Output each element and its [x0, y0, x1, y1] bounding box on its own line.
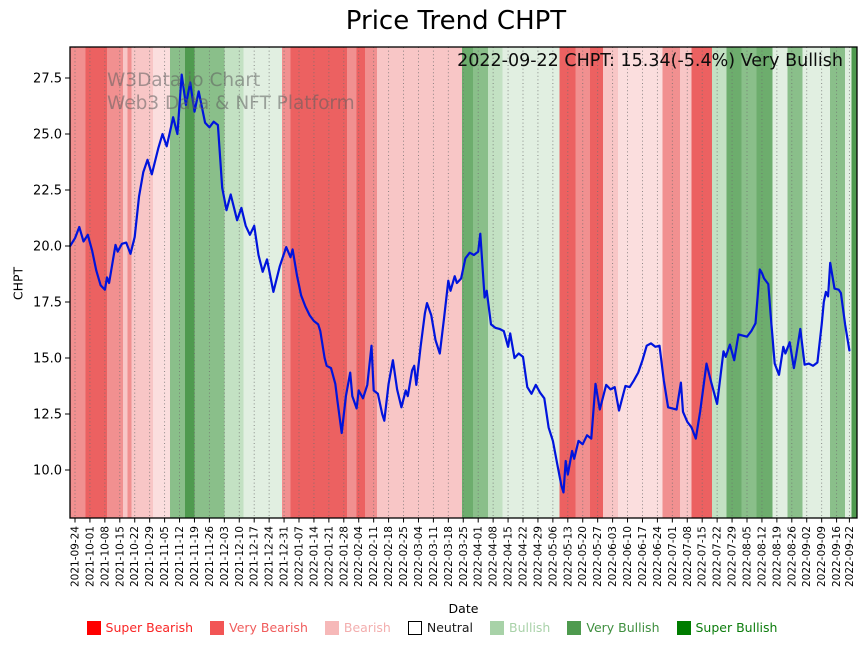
svg-text:2022-07-15: 2022-07-15	[697, 526, 709, 587]
legend-item-very-bearish: Very Bearish	[210, 620, 308, 635]
legend-label: Neutral	[426, 620, 473, 635]
svg-text:2022-04-01: 2022-04-01	[473, 526, 485, 587]
svg-text:17.5: 17.5	[33, 296, 62, 311]
svg-text:2022-02-18: 2022-02-18	[383, 526, 395, 587]
svg-text:2021-12-17: 2021-12-17	[249, 526, 261, 587]
svg-text:2022-09-02: 2022-09-02	[801, 526, 813, 587]
svg-text:2022-08-26: 2022-08-26	[786, 526, 798, 587]
legend-label: Very Bearish	[229, 620, 308, 635]
svg-text:2022-03-11: 2022-03-11	[428, 526, 440, 587]
svg-text:2022-08-12: 2022-08-12	[756, 526, 768, 587]
svg-text:2021-10-08: 2021-10-08	[99, 526, 111, 587]
svg-text:2022-06-17: 2022-06-17	[637, 526, 649, 587]
svg-text:2022-01-07: 2022-01-07	[293, 526, 305, 587]
svg-text:2021-12-10: 2021-12-10	[234, 526, 246, 587]
neutral-swatch-icon	[407, 620, 422, 635]
svg-text:15.0: 15.0	[33, 352, 62, 367]
legend-label: Bullish	[509, 620, 551, 635]
page-title: Price Trend CHPT	[345, 6, 567, 36]
svg-text:2022-09-09: 2022-09-09	[816, 526, 828, 587]
svg-text:2021-10-29: 2021-10-29	[144, 526, 156, 587]
svg-text:25.0: 25.0	[33, 128, 62, 143]
svg-text:2022-05-27: 2022-05-27	[592, 526, 604, 587]
svg-text:2022-04-15: 2022-04-15	[503, 526, 515, 587]
svg-text:2022-06-24: 2022-06-24	[652, 526, 664, 587]
svg-text:2022-03-18: 2022-03-18	[443, 526, 455, 587]
latest-value-annotation: 2022-09-22 CHPT: 15.34(-5.4%) Very Bulli…	[457, 51, 843, 71]
svg-text:2022-02-25: 2022-02-25	[398, 526, 410, 587]
svg-text:2021-12-03: 2021-12-03	[219, 526, 231, 587]
svg-text:10.0: 10.0	[33, 464, 62, 479]
svg-text:2022-05-13: 2022-05-13	[562, 526, 574, 587]
svg-text:2022-03-25: 2022-03-25	[458, 526, 470, 587]
sentiment-legend: Super Bearish Very Bearish Bearish Neutr…	[0, 620, 864, 635]
svg-text:2022-07-22: 2022-07-22	[712, 526, 724, 587]
svg-text:2022-01-28: 2022-01-28	[338, 526, 350, 587]
svg-text:2021-10-15: 2021-10-15	[114, 526, 126, 587]
bearish-swatch-icon	[324, 620, 339, 635]
y-axis-label: CHPT	[10, 266, 26, 301]
legend-item-very-bullish: Very Bullish	[567, 620, 660, 635]
svg-text:2022-07-08: 2022-07-08	[682, 526, 694, 587]
svg-text:22.5: 22.5	[33, 184, 62, 199]
svg-text:2022-04-08: 2022-04-08	[488, 526, 500, 587]
svg-text:2022-07-01: 2022-07-01	[667, 526, 679, 587]
svg-text:2022-01-14: 2022-01-14	[308, 526, 320, 587]
svg-text:2021-10-22: 2021-10-22	[129, 526, 141, 587]
svg-text:2021-11-26: 2021-11-26	[204, 526, 216, 587]
legend-item-bullish: Bullish	[490, 620, 550, 635]
svg-text:2022-06-03: 2022-06-03	[607, 526, 619, 587]
super-bullish-swatch-icon	[676, 620, 691, 635]
legend-label: Bearish	[343, 620, 391, 635]
svg-text:12.5: 12.5	[33, 408, 62, 423]
svg-text:2022-01-21: 2022-01-21	[323, 526, 335, 587]
legend-item-super-bearish: Super Bearish	[86, 620, 194, 635]
bullish-swatch-icon	[490, 620, 504, 635]
very-bearish-swatch-icon	[210, 620, 225, 635]
svg-text:27.5: 27.5	[33, 72, 62, 87]
svg-text:2022-05-06: 2022-05-06	[547, 526, 559, 587]
x-axis-label: Date	[448, 601, 479, 616]
svg-text:2022-07-29: 2022-07-29	[727, 526, 739, 587]
legend-item-bearish: Bearish	[324, 620, 391, 635]
legend-label: Very Bullish	[586, 620, 660, 635]
legend-label: Super Bearish	[105, 620, 194, 635]
svg-text:2021-10-01: 2021-10-01	[84, 526, 96, 587]
svg-text:2022-02-04: 2022-02-04	[353, 526, 365, 587]
svg-text:2022-04-29: 2022-04-29	[532, 526, 544, 587]
svg-text:2022-09-22: 2022-09-22	[844, 526, 856, 587]
svg-text:2022-09-16: 2022-09-16	[831, 526, 843, 587]
legend-item-super-bullish: Super Bullish	[676, 620, 778, 635]
svg-text:2022-06-10: 2022-06-10	[622, 526, 634, 587]
legend-item-neutral: Neutral	[407, 620, 473, 635]
svg-text:2021-11-05: 2021-11-05	[159, 526, 171, 587]
svg-text:2021-12-31: 2021-12-31	[279, 526, 291, 587]
svg-text:2021-09-24: 2021-09-24	[70, 526, 82, 587]
svg-text:20.0: 20.0	[33, 240, 62, 255]
svg-text:2022-04-22: 2022-04-22	[517, 526, 529, 587]
svg-text:2022-02-11: 2022-02-11	[368, 526, 380, 587]
svg-text:2021-12-24: 2021-12-24	[264, 526, 276, 587]
legend-label: Super Bullish	[695, 620, 778, 635]
svg-text:2021-11-19: 2021-11-19	[189, 526, 201, 587]
svg-text:2022-03-04: 2022-03-04	[413, 526, 425, 587]
svg-text:2022-05-20: 2022-05-20	[577, 526, 589, 587]
very-bullish-swatch-icon	[567, 620, 582, 635]
svg-text:2021-11-12: 2021-11-12	[174, 526, 186, 587]
svg-text:2022-08-05: 2022-08-05	[741, 526, 753, 587]
super-bearish-swatch-icon	[86, 620, 101, 635]
svg-text:2022-08-19: 2022-08-19	[771, 526, 783, 587]
